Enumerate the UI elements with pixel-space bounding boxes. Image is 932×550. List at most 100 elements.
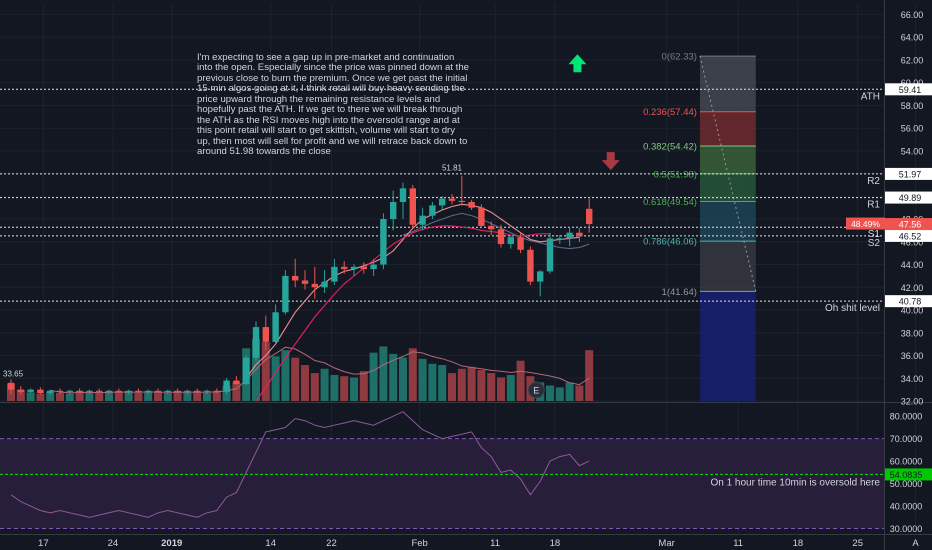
fib-zone xyxy=(699,56,756,112)
rsi-tick-label: 40.0000 xyxy=(890,502,923,512)
volume-bar xyxy=(330,374,339,401)
volume-bar xyxy=(369,352,378,401)
time-tick-label: 11 xyxy=(490,538,500,549)
time-tick-label: Mar xyxy=(658,538,674,549)
volume-bar xyxy=(516,360,525,401)
fib-zone xyxy=(699,201,756,242)
volume-bar xyxy=(320,368,329,401)
candle-body xyxy=(262,327,269,342)
price-tick-label: 62.00 xyxy=(901,55,924,65)
candle-body xyxy=(164,390,171,392)
volume-bar xyxy=(379,346,388,401)
time-tick-label: 18 xyxy=(550,538,561,549)
volume-bar xyxy=(134,392,143,401)
candle-body xyxy=(135,390,142,392)
rsi-line xyxy=(10,411,590,518)
price-tick-label: 60.00 xyxy=(901,78,924,88)
level-label: Oh shit level xyxy=(825,303,880,314)
fib-level-label: 0(62.33) xyxy=(662,52,697,63)
candle-body xyxy=(399,188,407,202)
volume-bar xyxy=(565,382,574,401)
price-tick-label: 36.00 xyxy=(901,351,924,361)
time-tick-label: Feb xyxy=(411,538,427,549)
candle-body xyxy=(17,389,24,392)
volume-bar xyxy=(310,373,319,401)
volume-bar xyxy=(193,391,202,401)
candle-body xyxy=(292,275,299,281)
volume-bar xyxy=(291,357,300,401)
candle-body xyxy=(390,202,397,220)
fib-level-label: 1(41.64) xyxy=(662,287,697,298)
candle-body xyxy=(497,229,505,245)
level-price-tag-label: 40.78 xyxy=(899,297,922,307)
candle-body xyxy=(115,390,122,392)
volume-bar xyxy=(232,382,241,401)
level-price-tag xyxy=(885,191,932,204)
price-change-label: 48.49% xyxy=(851,219,880,229)
candle-body xyxy=(429,205,436,216)
price-tick-label: 38.00 xyxy=(901,328,924,338)
volume-bar xyxy=(154,392,162,401)
fib-zone xyxy=(699,173,756,202)
candle-body xyxy=(154,390,162,392)
volume-bar xyxy=(428,363,437,401)
volume-bar xyxy=(408,348,417,401)
level-price-tag-label: 46.52 xyxy=(899,231,922,241)
volume-bar xyxy=(271,356,280,401)
fib-zone xyxy=(699,291,756,401)
rsi-tick-label: 50.0000 xyxy=(890,479,923,489)
rsi-band xyxy=(0,438,884,529)
high-price-label: 51.81 xyxy=(442,164,463,173)
annotation-text-bottom: price upward through the remaining resis… xyxy=(197,94,468,158)
candle-body xyxy=(409,188,416,225)
time-tick-label: 18 xyxy=(793,538,804,549)
volume-bar xyxy=(546,385,554,401)
volume-bar xyxy=(389,353,398,401)
time-tick-label: 25 xyxy=(852,538,863,549)
earnings-badge xyxy=(527,381,545,399)
volume-bar xyxy=(399,357,407,401)
candle-body xyxy=(145,390,152,392)
arrow-up-icon xyxy=(568,54,587,73)
candle-body xyxy=(370,264,377,270)
candle-body xyxy=(56,390,64,392)
candle-body xyxy=(86,390,93,392)
candle-body xyxy=(321,281,328,288)
fib-zone xyxy=(699,111,756,147)
fib-trend-line xyxy=(699,55,757,292)
rsi-marker-tag xyxy=(885,468,932,481)
candle-body xyxy=(194,390,201,392)
current-price-tag xyxy=(885,218,932,231)
volume-bar xyxy=(105,391,113,401)
candle-body xyxy=(282,275,289,313)
volume-bar xyxy=(36,393,45,401)
candle-body xyxy=(125,390,132,392)
volume-bar xyxy=(467,366,476,401)
candle-body xyxy=(468,202,475,208)
level-label: S2 xyxy=(868,238,881,249)
candle-body xyxy=(439,198,446,206)
level-label: ATH xyxy=(861,91,880,102)
volume-ma-line xyxy=(50,346,590,394)
moving-average-gray xyxy=(402,212,590,250)
candle-body xyxy=(37,389,44,394)
price-tick-label: 56.00 xyxy=(901,124,924,134)
arrow-down-icon xyxy=(601,152,620,171)
rsi-note: On 1 hour time 10min is oversold here xyxy=(710,477,880,488)
candle-body xyxy=(478,207,485,226)
level-price-tag xyxy=(885,83,932,96)
time-tick-label: A xyxy=(912,538,919,549)
price-tick-label: 66.00 xyxy=(901,10,924,20)
candle-body xyxy=(331,266,338,282)
price-change-badge xyxy=(846,217,885,230)
volume-bar xyxy=(487,373,496,401)
volume-bar xyxy=(124,391,133,401)
candle-body xyxy=(350,266,358,270)
level-price-tag-label: 51.97 xyxy=(899,169,922,179)
volume-bar xyxy=(46,391,55,401)
rsi-tick-label: 60.0000 xyxy=(890,457,923,467)
candle-body xyxy=(66,390,73,392)
volume-bar xyxy=(340,376,349,401)
candle-body xyxy=(566,232,573,239)
